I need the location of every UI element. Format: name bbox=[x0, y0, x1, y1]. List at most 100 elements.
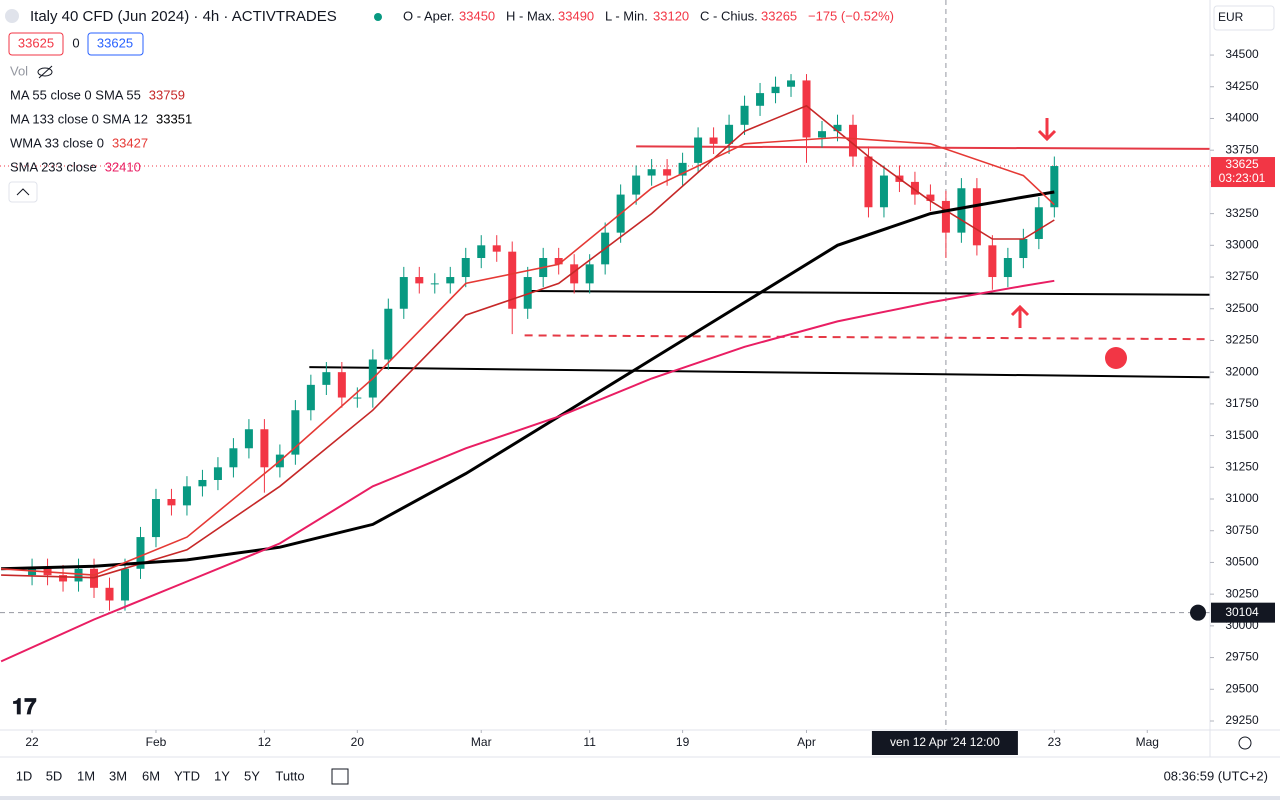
x-tick-label: 22 bbox=[25, 735, 39, 749]
candle-body bbox=[461, 258, 470, 278]
y-tick-label: 30250 bbox=[1225, 586, 1259, 600]
toolbar: 1D 5D 1M 3M 6M YTD 1Y 5Y Tutto bbox=[16, 768, 305, 783]
candle-body bbox=[446, 277, 455, 284]
candle-body bbox=[585, 264, 594, 284]
y-tick-label: 33250 bbox=[1225, 206, 1259, 220]
level-line bbox=[529, 289, 1211, 296]
candle-body bbox=[291, 410, 300, 455]
ohlc-value: 33450 bbox=[459, 8, 495, 23]
candle-body bbox=[415, 277, 424, 284]
candle-body bbox=[492, 245, 501, 252]
indicator-value: 32410 bbox=[105, 159, 141, 174]
range-button[interactable]: Tutto bbox=[275, 768, 304, 783]
x-tick-label: Mar bbox=[471, 735, 492, 749]
crosshair-time: ven 12 Apr '24 12:00 bbox=[890, 735, 1000, 749]
candle-body bbox=[337, 372, 346, 398]
range-button[interactable]: 1D bbox=[16, 768, 33, 783]
indicator-name: MA 55 close 0 SMA 55 bbox=[10, 87, 141, 102]
candle-body bbox=[709, 137, 718, 144]
y-tick-label: 30750 bbox=[1225, 523, 1259, 537]
crosshair-price: 30104 bbox=[1225, 605, 1259, 619]
symbol-icon bbox=[5, 9, 19, 23]
x-tick-label: 19 bbox=[676, 735, 690, 749]
symbol-title[interactable]: Italy 40 CFD (Jun 2024) · 4h · ACTIVTRAD… bbox=[30, 8, 337, 25]
candle-body bbox=[632, 175, 641, 195]
range-button[interactable]: 6M bbox=[142, 768, 160, 783]
y-tick-label: 31750 bbox=[1225, 396, 1259, 410]
candle-body bbox=[988, 245, 997, 278]
candle-body bbox=[384, 308, 393, 360]
y-tick-label: 33000 bbox=[1225, 237, 1259, 251]
candle-body bbox=[198, 479, 207, 487]
settings-icon[interactable] bbox=[1238, 736, 1252, 750]
hide-icon[interactable] bbox=[37, 65, 53, 79]
x-tick-label: Mag bbox=[1136, 735, 1159, 749]
x-tick-label: 23 bbox=[1048, 735, 1062, 749]
range-button[interactable]: 5Y bbox=[244, 768, 260, 783]
sell-button[interactable] bbox=[8, 32, 64, 56]
range-button[interactable]: 5D bbox=[46, 768, 63, 783]
y-tick-label: 32250 bbox=[1225, 333, 1259, 347]
candle-body bbox=[848, 124, 857, 157]
buy-button[interactable] bbox=[87, 32, 144, 56]
indicator-value: 33759 bbox=[149, 87, 185, 102]
currency-button[interactable] bbox=[1213, 5, 1275, 31]
clock: 08:36:59 (UTC+2) bbox=[1164, 768, 1268, 783]
candle-body bbox=[260, 429, 269, 468]
indicator-line bbox=[1, 136, 1055, 576]
candle-body bbox=[120, 568, 129, 601]
collapse-button[interactable] bbox=[8, 181, 38, 203]
indicator-value: 33427 bbox=[112, 135, 148, 150]
level-line bbox=[636, 145, 1211, 150]
candle-body bbox=[508, 251, 517, 309]
plot bbox=[0, 0, 1211, 730]
y-tick-label: 34500 bbox=[1225, 47, 1259, 61]
spread: 0 bbox=[72, 35, 79, 50]
range-button[interactable]: 3M bbox=[109, 768, 127, 783]
candle-body bbox=[477, 245, 486, 259]
candle-body bbox=[1019, 238, 1028, 259]
candle-body bbox=[864, 156, 873, 208]
candle-body bbox=[647, 169, 656, 176]
calendar-icon[interactable] bbox=[331, 768, 349, 785]
status-dot bbox=[374, 13, 382, 21]
candle-body bbox=[229, 448, 238, 468]
y-tick-label: 34000 bbox=[1225, 111, 1259, 125]
last-price-label: 33625 bbox=[1225, 157, 1259, 171]
candle-body bbox=[802, 80, 811, 138]
candle-body bbox=[430, 283, 439, 285]
x-tick-label: 12 bbox=[258, 735, 272, 749]
candle-body bbox=[725, 124, 734, 144]
candle-body bbox=[1034, 207, 1043, 239]
y-tick-label: 32750 bbox=[1225, 269, 1259, 283]
candle-body bbox=[926, 194, 935, 201]
annotation-arrow-up bbox=[1010, 304, 1030, 328]
indicator-line bbox=[1, 104, 1055, 579]
level-line bbox=[309, 366, 1211, 379]
logo: 𝟏𝟕 bbox=[12, 694, 37, 719]
indicator-name: MA 133 close 0 SMA 12 bbox=[10, 111, 148, 126]
bottom-edge bbox=[0, 796, 1280, 800]
candle-body bbox=[554, 258, 563, 265]
x-tick-label: Apr bbox=[797, 735, 816, 749]
candle-body bbox=[167, 499, 176, 506]
candle-body bbox=[151, 499, 160, 538]
range-button[interactable]: 1Y bbox=[214, 768, 230, 783]
ohlc-label: H - Max. bbox=[506, 8, 555, 23]
indicator-name: SMA 233 close bbox=[10, 159, 97, 174]
y-tick-label: 32000 bbox=[1225, 364, 1259, 378]
range-button[interactable]: 1M bbox=[77, 768, 95, 783]
candle-body bbox=[136, 537, 145, 569]
ohlc-change: −175 (−0.52%) bbox=[808, 8, 894, 23]
candle-body bbox=[941, 200, 950, 233]
candle-body bbox=[1050, 166, 1059, 208]
collapse-icon bbox=[16, 188, 30, 196]
range-button[interactable]: YTD bbox=[174, 768, 200, 783]
candle-body bbox=[182, 486, 191, 506]
countdown: 03:23:01 bbox=[1219, 171, 1266, 185]
indicator-line bbox=[0, 279, 1055, 663]
